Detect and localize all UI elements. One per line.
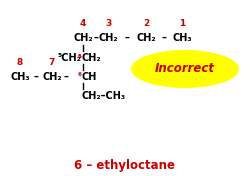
Text: CH₂: CH₂ [82, 53, 102, 63]
Text: CH₃: CH₃ [10, 72, 30, 82]
Text: 4: 4 [80, 19, 86, 28]
Text: 3: 3 [105, 19, 111, 28]
Text: CH₃: CH₃ [172, 33, 192, 43]
Text: –: – [162, 33, 166, 43]
Text: CH₂: CH₂ [98, 33, 118, 43]
Text: CH₂: CH₂ [73, 33, 93, 43]
Text: 7: 7 [49, 58, 55, 67]
Text: –: – [124, 33, 130, 43]
Text: –: – [63, 72, 68, 82]
Ellipse shape [131, 50, 239, 88]
Text: 2: 2 [143, 19, 149, 28]
Text: 1: 1 [179, 19, 185, 28]
Text: ⁵: ⁵ [78, 54, 82, 62]
Text: –: – [34, 72, 38, 82]
Text: CH₂: CH₂ [42, 72, 62, 82]
Text: 6 – ethyloctane: 6 – ethyloctane [74, 159, 176, 172]
Text: ⁶: ⁶ [78, 73, 82, 81]
Text: –: – [93, 33, 98, 43]
Text: Incorrect: Incorrect [155, 62, 215, 76]
Text: CH₂–CH₃: CH₂–CH₃ [82, 91, 126, 101]
Text: CH: CH [82, 72, 98, 82]
Text: 8: 8 [17, 58, 23, 67]
Text: CH₂: CH₂ [136, 33, 156, 43]
Text: ⁵CH₂: ⁵CH₂ [57, 53, 81, 63]
Text: ⁵: ⁵ [78, 54, 81, 62]
